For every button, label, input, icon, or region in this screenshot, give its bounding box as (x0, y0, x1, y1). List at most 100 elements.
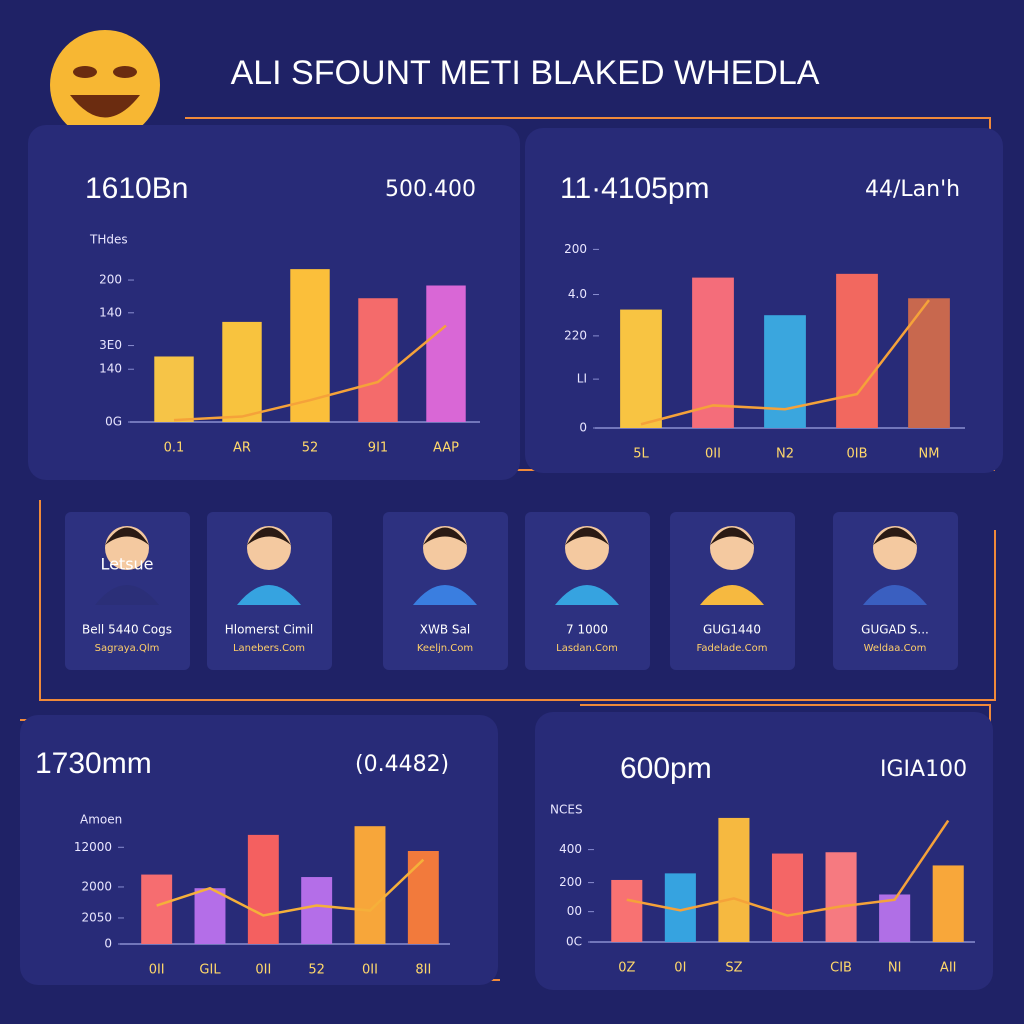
y-tick-label: 0 (104, 937, 112, 951)
avatar-hair (710, 527, 754, 545)
smiley (50, 30, 160, 140)
trend-line (156, 858, 425, 917)
y-tick-label: 200 (99, 273, 122, 287)
smiley-eye (113, 66, 137, 78)
card-name: Hlomerst Cimil (225, 623, 314, 637)
x-tick-label: 0IB (846, 447, 867, 462)
bar (154, 356, 194, 422)
smiley-eye (73, 66, 97, 78)
content: 1610Bn 500.400 THdes 0G 140 3E0 140 200 0.1 AR 52 9… (20, 125, 1003, 990)
bar (426, 285, 466, 422)
y-tick-label: 2000 (81, 879, 112, 893)
avatar-body (413, 585, 477, 605)
bar (825, 852, 857, 942)
bar (354, 826, 386, 944)
y-axis-label: NCES (550, 803, 583, 817)
bar (141, 874, 173, 944)
x-tick-label: 0Z (618, 961, 635, 976)
y-axis-label: THdes (89, 233, 128, 247)
chart-stat: 44/Lan'h (865, 177, 960, 202)
bar (879, 894, 911, 942)
card-name: Bell 5440 Cogs (82, 623, 172, 637)
bar (718, 817, 750, 942)
bar (194, 888, 226, 944)
y-tick-label: 220 (564, 328, 587, 342)
avatar-hair (565, 527, 609, 545)
panel (535, 712, 993, 990)
card-email: Lasdan.Com (556, 643, 618, 654)
frame-line (39, 500, 996, 701)
x-tick-label: 52 (308, 963, 325, 978)
card-email: Fadelade.Com (697, 643, 768, 654)
x-tick-label: 0I (674, 961, 686, 976)
x-tick-label: NI (888, 961, 902, 976)
bar (771, 853, 804, 942)
avatar-body (555, 585, 619, 605)
x-tick-label: 0II (705, 447, 721, 462)
y-tick-label: 200 (564, 242, 587, 256)
x-tick-label: NM (919, 447, 940, 462)
x-tick-label: 0II (149, 963, 165, 978)
x-tick-label: 0II (255, 963, 271, 978)
card-name: GUG1440 (703, 623, 761, 637)
trend-line (640, 299, 930, 426)
avatar-hair (105, 527, 149, 545)
y-tick-label: 0 (579, 421, 587, 435)
avatar-body (700, 585, 764, 605)
avatar-hair (247, 527, 291, 545)
y-tick-label: 00 (567, 904, 582, 918)
x-tick-label: AAP (433, 441, 459, 456)
y-tick-label: 4.0 (568, 287, 587, 301)
avatar-body (237, 585, 301, 605)
chart-headline: 1610Bn (85, 172, 188, 205)
card-name: GUGAD S... (861, 623, 929, 637)
avatar-hair (423, 527, 467, 545)
avatar-body (863, 585, 927, 605)
chart-headline: 1730mm (35, 747, 152, 780)
chart-stat: 500.400 (385, 177, 476, 202)
bar (620, 309, 662, 428)
x-tick-label: 8II (415, 963, 431, 978)
card-name: 7 1000 (566, 623, 608, 637)
y-tick-label: 140 (99, 305, 122, 319)
bar (611, 879, 643, 942)
y-tick-label: 3E0 (99, 338, 122, 352)
bar (301, 877, 333, 944)
bar (247, 834, 279, 944)
avatar-body (95, 585, 159, 605)
y-tick-label: 0G (105, 415, 122, 429)
chart-headline: 11·4105pm (560, 172, 710, 205)
x-tick-label: SZ (725, 961, 742, 976)
x-tick-label: GIL (199, 963, 221, 978)
trend-line (173, 324, 447, 422)
y-tick-label: 140 (99, 362, 122, 376)
y-tick-label: 2050 (81, 910, 112, 924)
y-tick-label: 200 (559, 875, 582, 889)
avatar-hair (873, 527, 917, 545)
bar (358, 298, 398, 422)
trend-line (626, 819, 950, 917)
chart-headline: 600pm (620, 752, 712, 785)
card-email: Sagraya.Qlm (95, 643, 160, 654)
chart-stat: (0.4482) (355, 752, 449, 777)
y-tick-label: 400 (559, 842, 582, 856)
x-tick-label: N2 (776, 447, 794, 462)
page-title: ALI SFOUNT METI BLAKED WHEDLA (231, 54, 820, 92)
x-tick-label: 5L (633, 447, 649, 462)
y-tick-label: LI (577, 372, 587, 386)
x-tick-label: 9I1 (368, 441, 388, 456)
x-tick-label: 52 (302, 441, 319, 456)
x-tick-label: CIB (830, 961, 852, 976)
bar (836, 273, 878, 428)
bar (222, 321, 262, 422)
bar (407, 851, 439, 944)
card-email: Lanebers.Com (233, 643, 305, 654)
x-tick-label: 0.1 (164, 441, 185, 456)
card-name: XWB Sal (420, 623, 470, 637)
card-badge: Letsue (100, 555, 153, 574)
x-tick-label: AII (940, 961, 957, 976)
y-axis-label: Amoen (80, 813, 122, 827)
y-tick-label: 12000 (74, 840, 112, 854)
smiley-mouth (70, 95, 140, 118)
